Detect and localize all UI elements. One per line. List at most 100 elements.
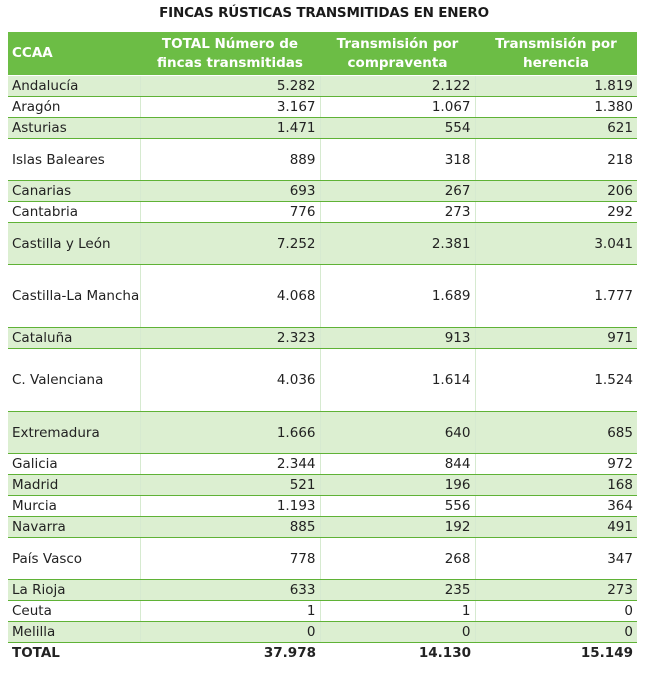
row-ccaa: Aragón bbox=[8, 96, 141, 118]
total-fincas: 37.978 bbox=[263, 645, 316, 662]
row-compraventa: 2.381 bbox=[320, 222, 476, 265]
row-total: 889 bbox=[140, 138, 321, 181]
table-row: Castilla-La Mancha 4.068 1.689 1.777 bbox=[8, 264, 637, 328]
row-herencia: 0 bbox=[475, 600, 637, 622]
row-total: 4.036 bbox=[140, 348, 321, 412]
row-herencia: 168 bbox=[475, 474, 637, 496]
table-row: Galicia 2.344 844 972 bbox=[8, 453, 637, 475]
row-total: 1.193 bbox=[140, 495, 321, 517]
header-compraventa: Transmisión por compraventa bbox=[320, 32, 475, 76]
row-total: 5.282 bbox=[140, 75, 321, 97]
row-ccaa: Castilla y León bbox=[8, 222, 141, 265]
table-row: Cantabria 776 273 292 bbox=[8, 201, 637, 223]
row-compraventa: 556 bbox=[320, 495, 476, 517]
row-herencia: 3.041 bbox=[475, 222, 637, 265]
row-total: 4.068 bbox=[140, 264, 321, 328]
row-compraventa: 554 bbox=[320, 117, 476, 139]
row-compraventa: 235 bbox=[320, 579, 476, 601]
row-herencia: 0 bbox=[475, 621, 637, 643]
row-compraventa: 1 bbox=[320, 600, 476, 622]
table-row: Canarias 693 267 206 bbox=[8, 180, 637, 202]
row-ccaa: Cataluña bbox=[8, 327, 141, 349]
row-herencia: 972 bbox=[475, 453, 637, 475]
row-herencia: 971 bbox=[475, 327, 637, 349]
row-ccaa: Asturias bbox=[8, 117, 141, 139]
row-total: 885 bbox=[140, 516, 321, 538]
total-compraventa: 14.130 bbox=[418, 645, 471, 662]
row-herencia: 347 bbox=[475, 537, 637, 580]
row-total: 2.323 bbox=[140, 327, 321, 349]
row-herencia: 685 bbox=[475, 411, 637, 454]
row-ccaa: Andalucía bbox=[8, 75, 141, 97]
table-row: Madrid 521 196 168 bbox=[8, 474, 637, 496]
table-row: C. Valenciana 4.036 1.614 1.524 bbox=[8, 348, 637, 412]
row-total: 693 bbox=[140, 180, 321, 202]
row-herencia: 1.819 bbox=[475, 75, 637, 97]
row-ccaa: Murcia bbox=[8, 495, 141, 517]
row-total: 3.167 bbox=[140, 96, 321, 118]
row-compraventa: 273 bbox=[320, 201, 476, 223]
row-herencia: 364 bbox=[475, 495, 637, 517]
row-herencia: 621 bbox=[475, 117, 637, 139]
row-compraventa: 1.614 bbox=[320, 348, 476, 412]
row-ccaa: Ceuta bbox=[8, 600, 141, 622]
row-ccaa: Islas Baleares bbox=[8, 138, 141, 181]
fincas-table: CCAA TOTAL Número de fincas transmitidas… bbox=[8, 32, 637, 664]
total-herencia: 15.149 bbox=[580, 645, 633, 662]
table-row: Cataluña 2.323 913 971 bbox=[8, 327, 637, 349]
header-row: CCAA TOTAL Número de fincas transmitidas… bbox=[8, 32, 637, 76]
row-ccaa: Melilla bbox=[8, 621, 141, 643]
header-ccaa: CCAA bbox=[8, 32, 140, 76]
header-total: TOTAL Número de fincas transmitidas bbox=[140, 32, 320, 76]
row-compraventa: 844 bbox=[320, 453, 476, 475]
row-ccaa: País Vasco bbox=[8, 537, 141, 580]
table-row: Islas Baleares 889 318 218 bbox=[8, 138, 637, 181]
row-herencia: 292 bbox=[475, 201, 637, 223]
total-label: TOTAL bbox=[12, 645, 60, 662]
table-row: Ceuta 1 1 0 bbox=[8, 600, 637, 622]
row-compraventa: 267 bbox=[320, 180, 476, 202]
table-row: Asturias 1.471 554 621 bbox=[8, 117, 637, 139]
table-row: Extremadura 1.666 640 685 bbox=[8, 411, 637, 454]
row-compraventa: 0 bbox=[320, 621, 476, 643]
row-ccaa: Madrid bbox=[8, 474, 141, 496]
row-compraventa: 318 bbox=[320, 138, 476, 181]
row-total: 778 bbox=[140, 537, 321, 580]
row-total: 776 bbox=[140, 201, 321, 223]
header-herencia: Transmisión por herencia bbox=[475, 32, 637, 76]
row-compraventa: 640 bbox=[320, 411, 476, 454]
row-herencia: 1.380 bbox=[475, 96, 637, 118]
row-total: 2.344 bbox=[140, 453, 321, 475]
table-row: Andalucía 5.282 2.122 1.819 bbox=[8, 75, 637, 97]
row-compraventa: 2.122 bbox=[320, 75, 476, 97]
row-ccaa: Extremadura bbox=[8, 411, 141, 454]
row-total: 1.666 bbox=[140, 411, 321, 454]
row-herencia: 273 bbox=[475, 579, 637, 601]
row-total: 633 bbox=[140, 579, 321, 601]
row-ccaa: Navarra bbox=[8, 516, 141, 538]
row-herencia: 218 bbox=[475, 138, 637, 181]
table-row: Castilla y León 7.252 2.381 3.041 bbox=[8, 222, 637, 265]
row-ccaa: Castilla-La Mancha bbox=[8, 264, 141, 328]
row-herencia: 206 bbox=[475, 180, 637, 202]
row-compraventa: 913 bbox=[320, 327, 476, 349]
row-ccaa: La Rioja bbox=[8, 579, 141, 601]
table-row: Murcia 1.193 556 364 bbox=[8, 495, 637, 517]
table-row: Melilla 0 0 0 bbox=[8, 621, 637, 643]
row-total: 1 bbox=[140, 600, 321, 622]
row-total: 1.471 bbox=[140, 117, 321, 139]
row-ccaa: Canarias bbox=[8, 180, 141, 202]
row-compraventa: 1.689 bbox=[320, 264, 476, 328]
row-ccaa: C. Valenciana bbox=[8, 348, 141, 412]
table-row: Navarra 885 192 491 bbox=[8, 516, 637, 538]
row-total: 521 bbox=[140, 474, 321, 496]
row-total: 0 bbox=[140, 621, 321, 643]
table-title: FINCAS RÚSTICAS TRANSMITIDAS EN ENERO bbox=[159, 5, 489, 21]
row-herencia: 491 bbox=[475, 516, 637, 538]
table-row: País Vasco 778 268 347 bbox=[8, 537, 637, 580]
row-total: 7.252 bbox=[140, 222, 321, 265]
row-herencia: 1.524 bbox=[475, 348, 637, 412]
row-compraventa: 196 bbox=[320, 474, 476, 496]
row-herencia: 1.777 bbox=[475, 264, 637, 328]
total-row: TOTAL 37.978 14.130 15.149 bbox=[8, 643, 637, 664]
